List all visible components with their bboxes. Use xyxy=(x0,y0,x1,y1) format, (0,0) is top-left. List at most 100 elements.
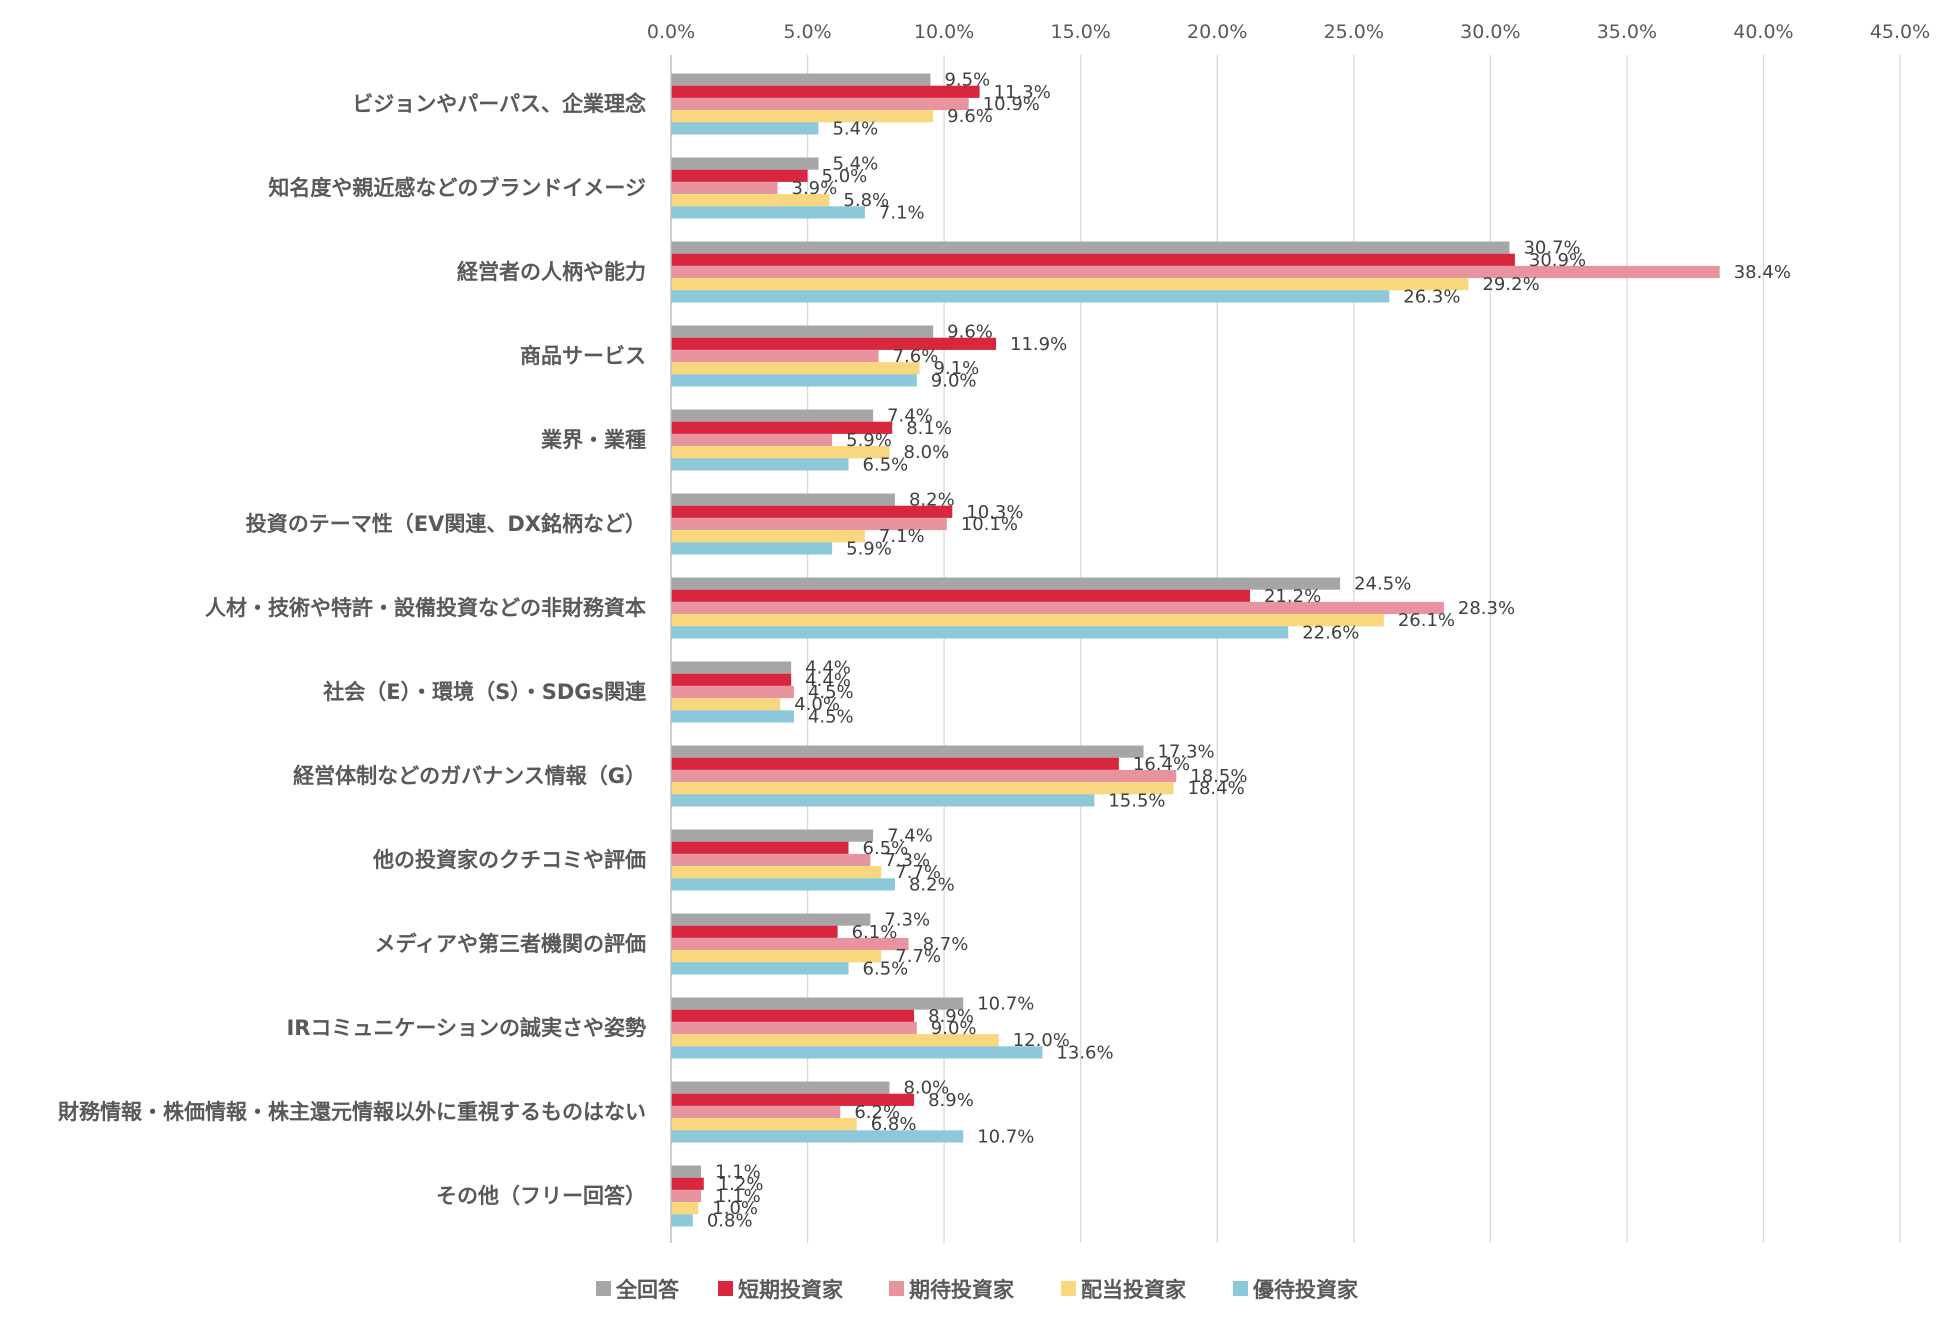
x-tick-label: 15.0% xyxy=(1050,21,1110,43)
data-label: 8.0% xyxy=(903,442,949,463)
bar xyxy=(671,769,1177,783)
data-label: 9.0% xyxy=(931,370,977,391)
bar xyxy=(671,937,909,951)
bar xyxy=(671,110,934,123)
data-label: 21.2% xyxy=(1264,586,1321,607)
bar xyxy=(671,1105,841,1119)
legend-label: 短期投資家 xyxy=(738,1278,844,1302)
data-label: 7.6% xyxy=(893,346,939,367)
bar xyxy=(671,1130,964,1143)
bar xyxy=(671,265,1720,279)
data-label: 10.1% xyxy=(961,514,1018,535)
bar xyxy=(671,950,882,963)
x-tick-label: 40.0% xyxy=(1733,21,1793,43)
legend-swatch xyxy=(1233,1281,1248,1296)
x-tick-label: 35.0% xyxy=(1597,21,1657,43)
x-tick-label: 5.0% xyxy=(783,21,831,43)
data-label: 6.8% xyxy=(871,1114,917,1135)
data-label: 7.3% xyxy=(884,850,930,871)
bar xyxy=(671,169,808,182)
category-label: 業界・業種 xyxy=(541,428,646,452)
bar xyxy=(671,409,874,422)
bar xyxy=(671,925,838,938)
data-label: 6.1% xyxy=(852,922,898,943)
legend-label: 優待投資家 xyxy=(1252,1278,1359,1302)
bar xyxy=(671,1046,1043,1059)
bar xyxy=(671,349,879,363)
category-label: ビジョンやパーパス、企業理念 xyxy=(352,92,646,116)
category-label: 商品サービス xyxy=(520,344,646,368)
legend-swatch xyxy=(596,1281,611,1296)
data-label: 16.4% xyxy=(1133,754,1190,775)
data-label: 17.3% xyxy=(1157,742,1214,763)
legend-label: 配当投資家 xyxy=(1081,1278,1187,1302)
bar xyxy=(671,1165,702,1178)
data-label: 9.5% xyxy=(944,70,990,91)
bar xyxy=(671,446,890,459)
data-labels: 9.5%11.3%10.9%9.6%5.4%5.4%5.0%3.9%5.8%7.… xyxy=(707,70,1791,1232)
bar xyxy=(671,1189,702,1203)
bars xyxy=(671,73,1720,1227)
category-labels: ビジョンやパーパス、企業理念知名度や親近感などのブランドイメージ経営者の人柄や能… xyxy=(58,92,647,1208)
bar xyxy=(671,841,849,854)
x-tick-label: 20.0% xyxy=(1187,21,1247,43)
data-label: 7.7% xyxy=(895,862,941,883)
bar xyxy=(671,97,969,111)
bar xyxy=(671,181,778,195)
bar xyxy=(671,757,1119,770)
data-label: 8.7% xyxy=(923,934,969,955)
x-tick-label: 0.0% xyxy=(647,21,695,43)
x-tick-label: 45.0% xyxy=(1870,21,1930,43)
data-label: 5.0% xyxy=(822,166,868,187)
data-label: 10.3% xyxy=(966,502,1023,523)
data-label: 18.5% xyxy=(1190,766,1247,787)
data-label: 6.5% xyxy=(863,454,909,475)
data-label: 4.4% xyxy=(805,658,851,679)
category-label: 社会（E）・環境（S）・SDGs関連 xyxy=(322,680,647,704)
bar xyxy=(671,517,947,531)
bar xyxy=(671,794,1095,807)
data-label: 5.8% xyxy=(843,190,889,211)
legend: 全回答 短期投資家 期待投資家 配当投資家 優待投資家 xyxy=(596,1278,1359,1302)
legend-swatch xyxy=(718,1281,733,1296)
data-label: 10.7% xyxy=(977,1126,1034,1147)
x-tick-label: 10.0% xyxy=(914,21,974,43)
bar xyxy=(671,601,1444,615)
bar xyxy=(671,673,792,686)
data-label: 15.5% xyxy=(1108,790,1165,811)
data-label: 5.9% xyxy=(846,538,892,559)
x-tick-label: 25.0% xyxy=(1324,21,1384,43)
data-label: 18.4% xyxy=(1188,778,1245,799)
data-label: 8.9% xyxy=(928,1006,974,1027)
bar xyxy=(671,997,964,1010)
bar xyxy=(671,122,819,135)
data-label: 9.0% xyxy=(931,1018,977,1039)
bar xyxy=(671,913,871,926)
bar xyxy=(671,362,920,375)
data-label: 0.8% xyxy=(707,1210,753,1231)
data-label: 3.9% xyxy=(792,178,838,199)
bar xyxy=(671,337,997,350)
data-label: 1.1% xyxy=(715,1162,761,1183)
data-label: 8.0% xyxy=(903,1078,949,1099)
bar xyxy=(671,493,895,506)
bar xyxy=(671,698,781,711)
bar xyxy=(671,1202,699,1215)
bar xyxy=(671,589,1250,602)
data-label: 28.3% xyxy=(1458,598,1515,619)
bar xyxy=(671,962,849,975)
category-label: 財務情報・株価情報・株主還元情報以外に重視するものはない xyxy=(58,1100,646,1124)
data-label: 10.9% xyxy=(983,94,1040,115)
bar xyxy=(671,1214,693,1227)
bar xyxy=(671,241,1510,254)
data-label: 9.1% xyxy=(934,358,980,379)
data-label: 30.9% xyxy=(1529,250,1586,271)
bar xyxy=(671,73,931,86)
data-label: 11.3% xyxy=(994,82,1051,103)
data-label: 4.4% xyxy=(805,670,851,691)
x-axis-tick-labels: 0.0% 5.0% 10.0% 15.0% 20.0% 25.0% 30.0% 35.0% 40… xyxy=(647,21,1930,43)
data-label: 7.3% xyxy=(884,910,930,931)
bar xyxy=(671,194,830,207)
data-label: 6.5% xyxy=(863,838,909,859)
category-label: 経営者の人柄や能力 xyxy=(457,260,646,284)
